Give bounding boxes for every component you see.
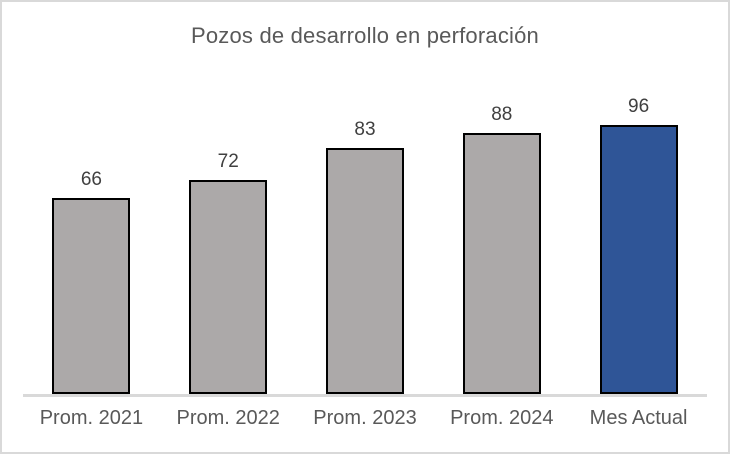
category-axis: Prom. 2021 Prom. 2022 Prom. 2023 Prom. 2024… [23, 407, 707, 430]
bar-value-label: 83 [354, 118, 376, 140]
bar-column-1: 72 [160, 97, 297, 394]
plot-area: 66 72 83 88 96 [23, 97, 707, 397]
category-label-1: Prom. 2022 [176, 407, 280, 429]
bar-0 [52, 197, 131, 394]
bar-4 [599, 125, 678, 394]
bar-value-label: 66 [80, 168, 102, 190]
bar-column-2: 83 [297, 97, 434, 394]
category-label-4: Mes Actual [589, 407, 688, 429]
bar-column-3: 88 [433, 97, 570, 394]
category-label-0: Prom. 2021 [39, 407, 144, 429]
bar-2 [325, 147, 404, 394]
bar-column-4: 96 [570, 97, 707, 394]
bar-column-0: 66 [23, 97, 160, 394]
bar-1 [189, 180, 268, 394]
bar-3 [462, 132, 541, 394]
chart-title: Pozos de desarrollo en perforación [190, 23, 539, 48]
bar-value-label: 96 [628, 96, 650, 117]
bar-value-label: 72 [217, 151, 239, 173]
category-label-3: Prom. 2024 [450, 407, 554, 429]
category-label-2: Prom. 2023 [313, 407, 417, 429]
bar-value-label: 88 [491, 103, 513, 125]
